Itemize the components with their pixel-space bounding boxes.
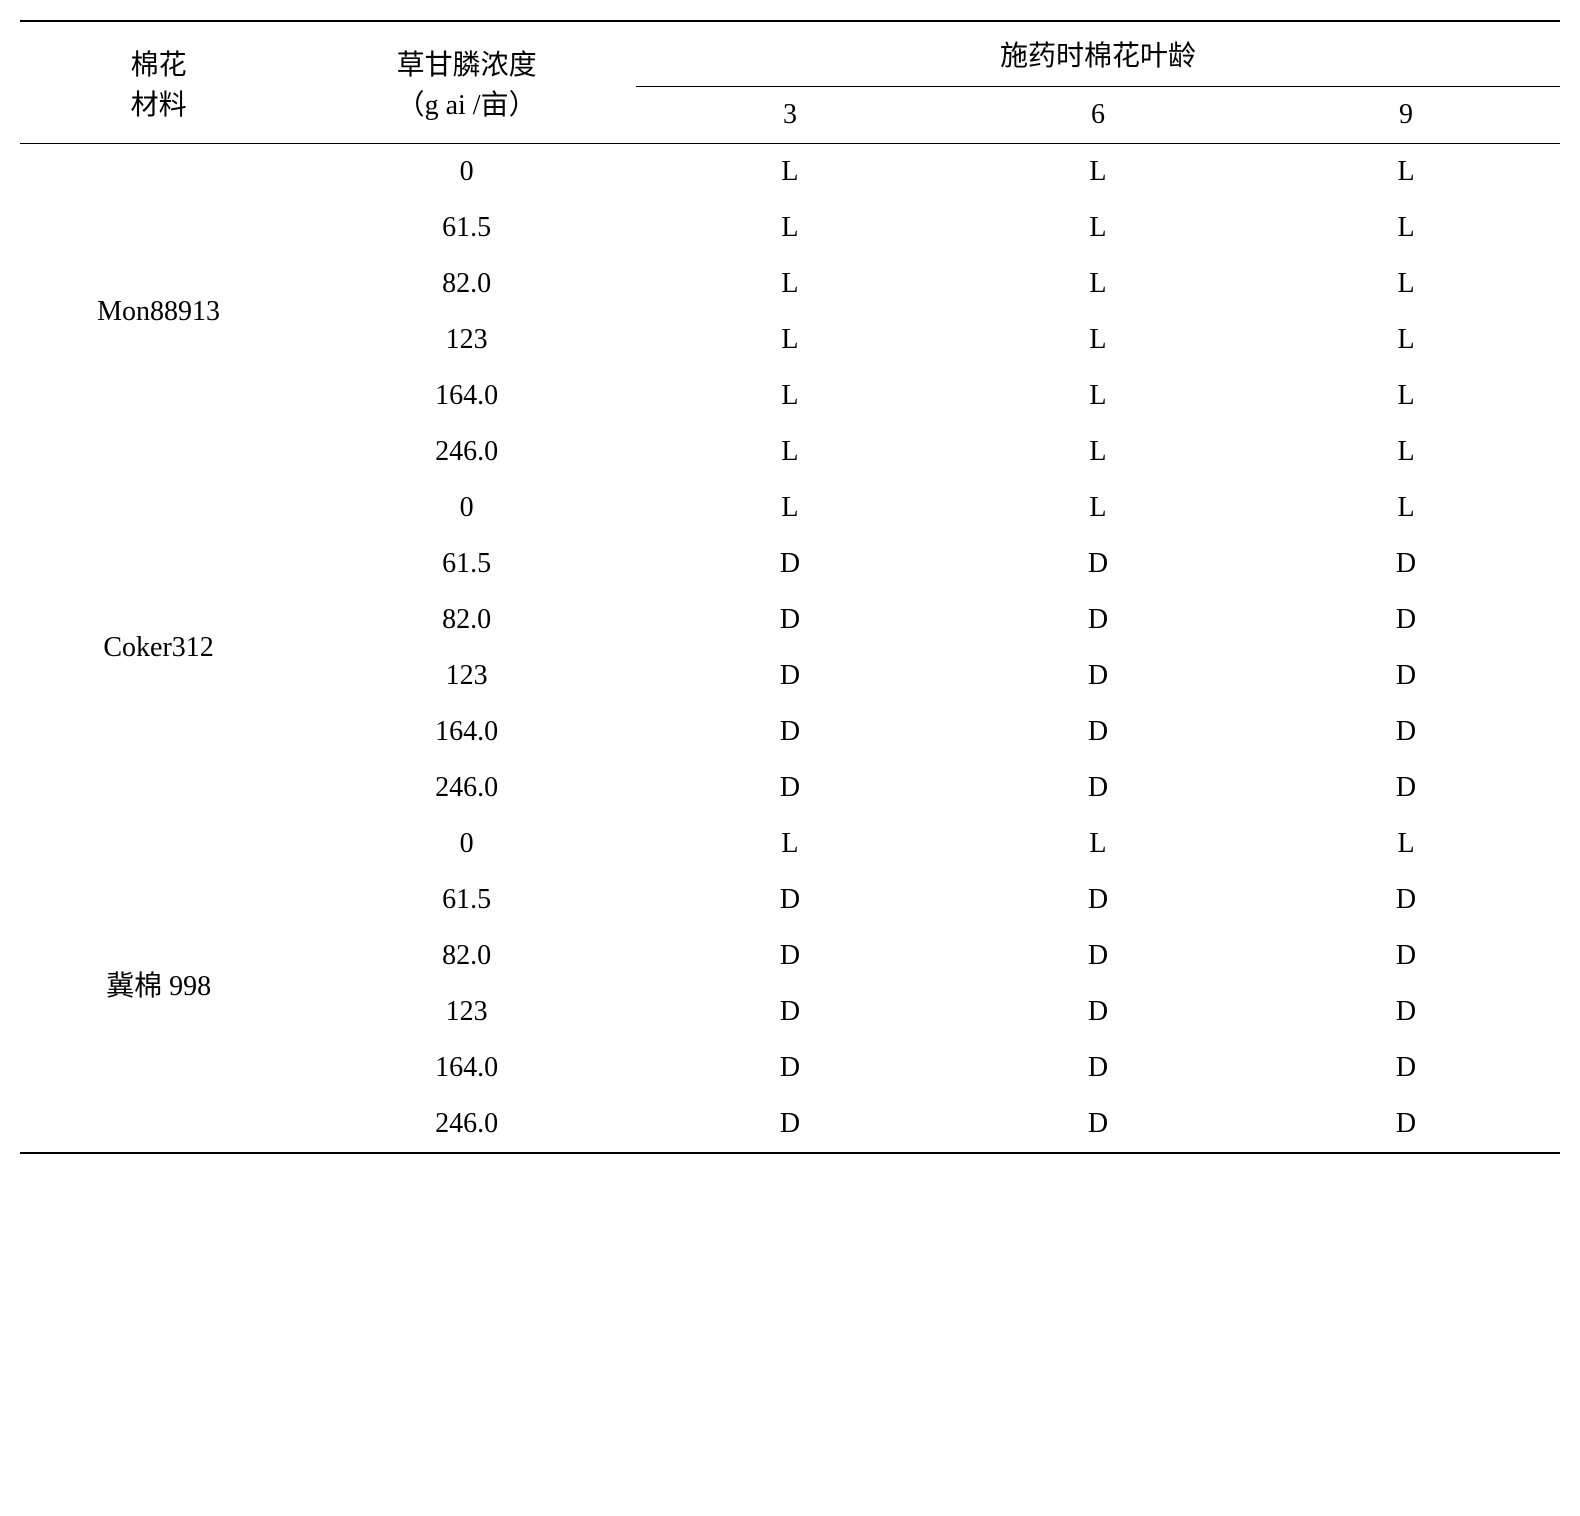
data-cell: D bbox=[944, 928, 1252, 984]
conc-cell: 82.0 bbox=[297, 928, 636, 984]
data-cell: L bbox=[1252, 312, 1560, 368]
table-header: 棉花 材料 草甘膦浓度 （g ai /亩） 施药时棉花叶龄 3 6 9 bbox=[20, 21, 1560, 144]
material-cell: Coker312 bbox=[20, 480, 297, 816]
conc-cell: 0 bbox=[297, 816, 636, 872]
conc-cell: 123 bbox=[297, 648, 636, 704]
header-row-1: 棉花 材料 草甘膦浓度 （g ai /亩） 施药时棉花叶龄 bbox=[20, 21, 1560, 87]
data-cell: D bbox=[1252, 704, 1560, 760]
data-cell: L bbox=[1252, 816, 1560, 872]
header-age-3: 3 bbox=[636, 87, 944, 144]
data-cell: L bbox=[944, 200, 1252, 256]
data-cell: L bbox=[1252, 144, 1560, 201]
data-cell: L bbox=[636, 312, 944, 368]
conc-cell: 61.5 bbox=[297, 536, 636, 592]
data-cell: D bbox=[1252, 928, 1560, 984]
header-concentration-line2: （g ai /亩） bbox=[305, 83, 628, 123]
conc-cell: 164.0 bbox=[297, 368, 636, 424]
data-cell: L bbox=[944, 480, 1252, 536]
header-material: 棉花 材料 bbox=[20, 21, 297, 144]
data-cell: D bbox=[636, 648, 944, 704]
data-cell: D bbox=[944, 536, 1252, 592]
data-cell: D bbox=[1252, 984, 1560, 1040]
data-cell: L bbox=[944, 368, 1252, 424]
data-cell: D bbox=[1252, 592, 1560, 648]
conc-cell: 0 bbox=[297, 480, 636, 536]
table-row: Mon88913 0 L L L bbox=[20, 144, 1560, 201]
data-cell: D bbox=[944, 984, 1252, 1040]
data-cell: L bbox=[636, 816, 944, 872]
data-cell: D bbox=[944, 648, 1252, 704]
data-cell: L bbox=[1252, 368, 1560, 424]
data-cell: L bbox=[1252, 480, 1560, 536]
material-cell: 冀棉 998 bbox=[20, 816, 297, 1153]
table-row: Coker312 0 L L L bbox=[20, 480, 1560, 536]
data-cell: D bbox=[636, 1040, 944, 1096]
data-cell: L bbox=[636, 256, 944, 312]
data-cell: D bbox=[1252, 1096, 1560, 1153]
data-cell: L bbox=[636, 200, 944, 256]
data-cell: D bbox=[636, 760, 944, 816]
conc-cell: 61.5 bbox=[297, 872, 636, 928]
data-cell: L bbox=[944, 816, 1252, 872]
conc-cell: 164.0 bbox=[297, 704, 636, 760]
data-cell: D bbox=[636, 872, 944, 928]
data-cell: D bbox=[1252, 1040, 1560, 1096]
data-cell: D bbox=[1252, 872, 1560, 928]
data-cell: L bbox=[1252, 424, 1560, 480]
data-cell: D bbox=[1252, 536, 1560, 592]
data-cell: D bbox=[944, 1096, 1252, 1153]
header-concentration: 草甘膦浓度 （g ai /亩） bbox=[297, 21, 636, 144]
data-cell: L bbox=[1252, 256, 1560, 312]
conc-cell: 61.5 bbox=[297, 200, 636, 256]
data-cell: L bbox=[944, 256, 1252, 312]
data-cell: D bbox=[636, 592, 944, 648]
conc-cell: 164.0 bbox=[297, 1040, 636, 1096]
conc-cell: 123 bbox=[297, 984, 636, 1040]
data-cell: L bbox=[636, 480, 944, 536]
conc-cell: 246.0 bbox=[297, 760, 636, 816]
header-material-line1: 棉花 bbox=[28, 43, 289, 83]
conc-cell: 123 bbox=[297, 312, 636, 368]
data-table: 棉花 材料 草甘膦浓度 （g ai /亩） 施药时棉花叶龄 3 6 9 Mon8… bbox=[20, 20, 1560, 1154]
conc-cell: 82.0 bbox=[297, 256, 636, 312]
conc-cell: 0 bbox=[297, 144, 636, 201]
material-cell: Mon88913 bbox=[20, 144, 297, 481]
data-cell: D bbox=[944, 592, 1252, 648]
conc-cell: 246.0 bbox=[297, 424, 636, 480]
data-cell: L bbox=[944, 424, 1252, 480]
data-cell: D bbox=[636, 1096, 944, 1153]
header-age-group: 施药时棉花叶龄 bbox=[636, 21, 1560, 87]
header-material-line2: 材料 bbox=[28, 83, 289, 123]
data-cell: D bbox=[636, 536, 944, 592]
data-cell: D bbox=[1252, 648, 1560, 704]
conc-cell: 246.0 bbox=[297, 1096, 636, 1153]
data-cell: D bbox=[636, 984, 944, 1040]
table-row: 冀棉 998 0 L L L bbox=[20, 816, 1560, 872]
header-age-6: 6 bbox=[944, 87, 1252, 144]
data-cell: D bbox=[944, 704, 1252, 760]
header-concentration-line1: 草甘膦浓度 bbox=[305, 43, 628, 83]
data-cell: D bbox=[636, 704, 944, 760]
data-cell: D bbox=[944, 872, 1252, 928]
data-table-container: 棉花 材料 草甘膦浓度 （g ai /亩） 施药时棉花叶龄 3 6 9 Mon8… bbox=[20, 20, 1560, 1154]
data-cell: L bbox=[636, 368, 944, 424]
data-cell: L bbox=[1252, 200, 1560, 256]
data-cell: D bbox=[944, 760, 1252, 816]
data-cell: L bbox=[636, 424, 944, 480]
data-cell: D bbox=[944, 1040, 1252, 1096]
data-cell: D bbox=[1252, 760, 1560, 816]
table-body: Mon88913 0 L L L 61.5 L L L 82.0 L L L 1… bbox=[20, 144, 1560, 1154]
header-age-9: 9 bbox=[1252, 87, 1560, 144]
data-cell: L bbox=[636, 144, 944, 201]
data-cell: D bbox=[636, 928, 944, 984]
data-cell: L bbox=[944, 312, 1252, 368]
data-cell: L bbox=[944, 144, 1252, 201]
conc-cell: 82.0 bbox=[297, 592, 636, 648]
